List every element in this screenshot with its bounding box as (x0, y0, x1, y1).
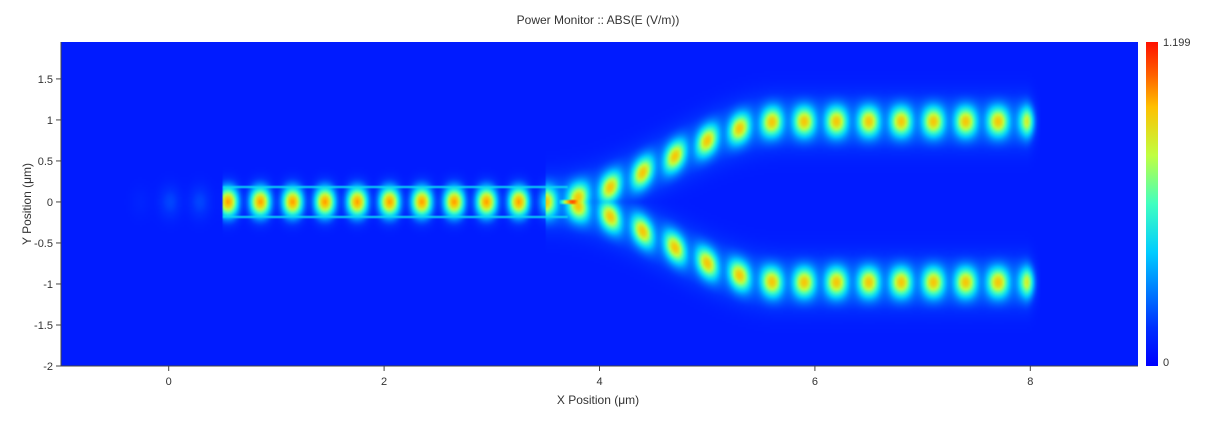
colorbar: 1.199 0 (1146, 37, 1191, 369)
y-tick-label: -1.5 (34, 320, 53, 332)
colorbar-min-label: 0 (1163, 357, 1169, 369)
x-tick-label: 8 (1027, 376, 1033, 388)
colorbar-gradient (1146, 42, 1158, 366)
y-axis-label: Y Position (μm) (20, 163, 34, 245)
x-axis: 0 2 4 6 8 (61, 365, 1138, 388)
y-tick-label: -0.5 (34, 238, 53, 250)
field-heatmap[interactable] (61, 42, 1138, 366)
y-axis: -2 -1.5 -1 -0.5 0 0.5 1 1.5 (34, 42, 62, 373)
x-axis-label: X Position (μm) (557, 393, 639, 407)
y-tick-label: 0.5 (38, 156, 53, 168)
x-tick-label: 6 (812, 376, 818, 388)
y-tick-label: -2 (43, 361, 53, 373)
y-tick-label: 0 (47, 197, 53, 209)
y-tick-label: 1 (47, 115, 53, 127)
y-tick-label: -1 (43, 279, 53, 291)
colorbar-max-label: 1.199 (1163, 37, 1191, 49)
x-tick-label: 2 (381, 376, 387, 388)
plot-area[interactable] (61, 42, 1138, 366)
x-tick-label: 0 (166, 376, 172, 388)
x-tick-label: 4 (596, 376, 602, 388)
y-tick-label: 1.5 (38, 74, 53, 86)
chart-title: Power Monitor :: ABS(E (V/m)) (517, 13, 680, 27)
